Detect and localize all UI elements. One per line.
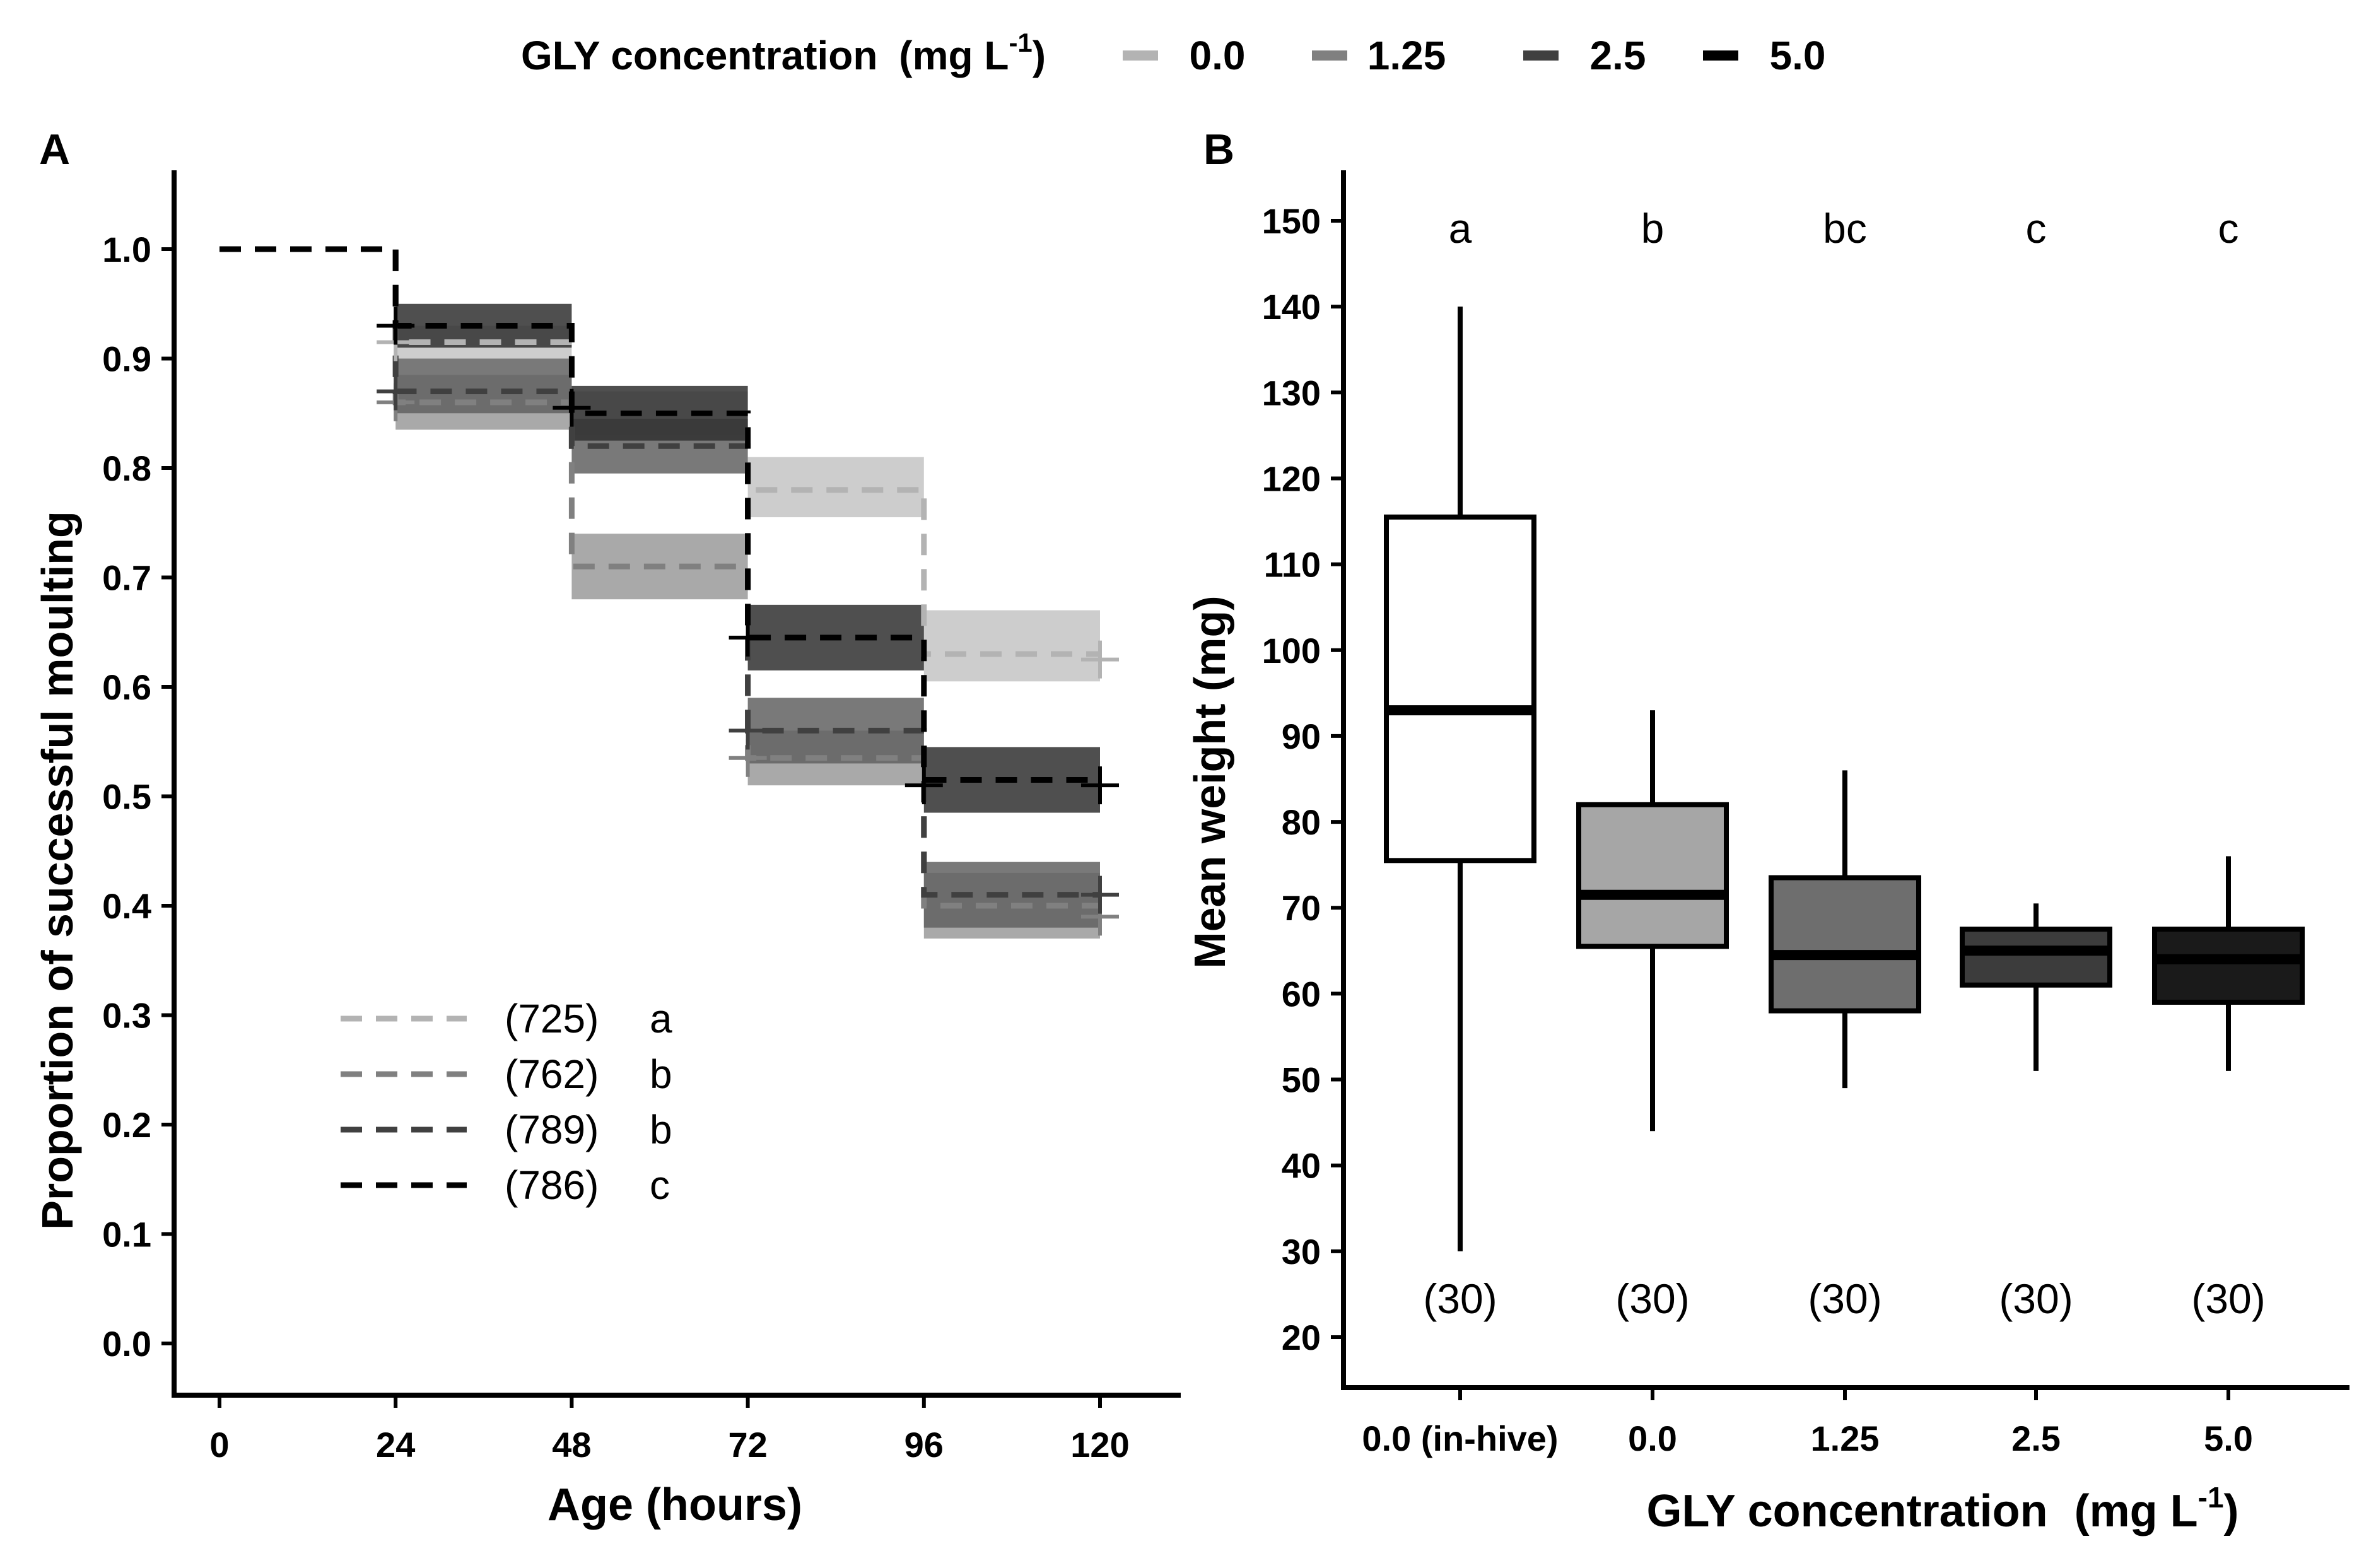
legend-label-3: 5.0 xyxy=(1770,33,1826,78)
annotations: a b bc c c (30) (30) (30) (30) (30) xyxy=(1423,205,2265,1322)
legend-n-1.25: (762) xyxy=(505,1051,599,1097)
x-axis-label-text: GLY concentration xyxy=(1646,1486,2047,1536)
panel-a-label: A xyxy=(39,126,70,173)
box-1 xyxy=(1576,802,1729,949)
y-tick-label-9: 0.9 xyxy=(102,339,151,379)
n-label-0: (30) xyxy=(1423,1275,1497,1322)
legend-label-0: 0.0 xyxy=(1190,33,1246,78)
x-tick-label-3: 2.5 xyxy=(2011,1419,2061,1458)
y-tick-label-7: 90 xyxy=(1282,717,1321,756)
panel-b-label: B xyxy=(1203,126,1234,173)
y-tick-label-10: 120 xyxy=(1262,459,1321,498)
x-tick-label-5: 120 xyxy=(1070,1425,1129,1465)
legend-n-2.5: (789) xyxy=(505,1107,599,1152)
ci-bands xyxy=(395,303,1100,939)
legend-label-2: 2.5 xyxy=(1590,33,1646,78)
y-tick-label-8: 0.8 xyxy=(102,448,151,488)
significance-letter-2: bc xyxy=(1823,205,1867,252)
x-axis-label-unit: (mg L xyxy=(2074,1486,2198,1536)
significance-letter-3: c xyxy=(2026,205,2047,252)
survival-line-2.5 xyxy=(219,246,1100,898)
top-legend: GLY concentration (mg L-1) 0.0 1.25 2.5 5.0 xyxy=(521,28,1825,78)
y-tick-label-3: 0.3 xyxy=(102,996,151,1036)
x-axis-label: Age (hours) xyxy=(547,1480,802,1530)
y-tick-label-3: 50 xyxy=(1282,1060,1321,1100)
legend-title-text: GLY concentration xyxy=(521,33,877,78)
legend-letter-5.0: c xyxy=(650,1162,670,1208)
legend-letter-0.0: a xyxy=(650,996,672,1041)
significance-letter-1: b xyxy=(1641,205,1665,252)
y-axis-label: Mean weight (mg) xyxy=(1185,595,1234,968)
x-tick-label-0: 0 xyxy=(209,1425,229,1465)
n-label-3: (30) xyxy=(1999,1275,2073,1322)
y-tick-label-11: 130 xyxy=(1262,373,1321,412)
y-tick-label-6: 80 xyxy=(1282,802,1321,842)
legend-n-5.0: (786) xyxy=(505,1162,599,1208)
legend-n-0.0: (725) xyxy=(505,996,599,1041)
y-axis-label: Proportion of successful moulting xyxy=(33,511,82,1229)
y-tick-label-5: 70 xyxy=(1282,888,1321,928)
axes: 0.0 0.1 0.2 0.3 0.4 0.5 0.6 0.7 0.8 0.9 1.0 0 24 48 72… xyxy=(102,170,1181,1465)
legend-title: GLY concentration (mg L-1) xyxy=(521,28,1046,78)
legend-items: 0.0 1.25 2.5 5.0 xyxy=(1123,33,1825,78)
y-tick-label-5: 0.5 xyxy=(102,777,151,817)
y-tick-label-4: 0.4 xyxy=(102,886,151,926)
y-tick-label-6: 0.6 xyxy=(102,667,151,707)
x-tick-label-1: 0.0 xyxy=(1628,1419,1677,1458)
x-tick-label-1: 24 xyxy=(376,1425,415,1465)
y-tick-label-2: 0.2 xyxy=(102,1105,151,1145)
legend-label-1: 1.25 xyxy=(1367,33,1446,78)
x-tick-label-3: 72 xyxy=(728,1425,767,1465)
censor-marks xyxy=(377,307,1119,936)
x-axis-label-close: ) xyxy=(2224,1486,2239,1536)
y-tick-label-8: 100 xyxy=(1262,631,1321,670)
y-tick-label-10: 1.0 xyxy=(102,230,151,269)
legend-title-sup: -1 xyxy=(1009,28,1032,57)
y-tick-label-2: 40 xyxy=(1282,1146,1321,1186)
box-4 xyxy=(2152,927,2305,1005)
x-axis-label: GLY concentration (mg L-1) xyxy=(1646,1481,2238,1536)
y-tick-label-4: 60 xyxy=(1282,974,1321,1014)
y-tick-label-0: 20 xyxy=(1282,1318,1321,1357)
x-tick-label-2: 1.25 xyxy=(1811,1419,1880,1458)
legend-title-unit: (mg L xyxy=(899,33,1009,78)
legend-letter-1.25: b xyxy=(650,1051,672,1097)
legend-title-close: ) xyxy=(1033,33,1046,78)
legend-letter-2.5: b xyxy=(650,1107,672,1152)
y-tick-label-1: 30 xyxy=(1282,1232,1321,1272)
significance-letter-4: c xyxy=(2218,205,2239,252)
panel-a-legend: (725) a (762) b (789) b (786) c xyxy=(341,996,672,1208)
y-tick-label-0: 0.0 xyxy=(102,1324,151,1364)
y-tick-label-1: 0.1 xyxy=(102,1215,151,1255)
box-2 xyxy=(1769,875,1921,1014)
x-tick-label-2: 48 xyxy=(552,1425,591,1465)
box-0 xyxy=(1384,514,1536,863)
n-label-4: (30) xyxy=(2191,1275,2265,1322)
boxplots xyxy=(1384,307,2305,1251)
axes: 20 30 40 50 60 70 80 90 100 110 120 130 140 150 0.0 (i… xyxy=(1262,170,2349,1458)
y-tick-label-9: 110 xyxy=(1264,545,1321,585)
y-tick-label-12: 140 xyxy=(1262,287,1321,327)
x-axis-label-sup: -1 xyxy=(2198,1481,2224,1514)
box-3 xyxy=(1960,927,2112,988)
panel-a: A 0.0 0.1 0.2 0.3 0.4 0.5 0.6 0.7 0.8 0.9 1.0 0 24 48… xyxy=(33,126,1181,1530)
n-label-2: (30) xyxy=(1808,1275,1881,1322)
survival-line-5.0 xyxy=(219,246,1100,783)
y-tick-label-13: 150 xyxy=(1262,201,1321,241)
significance-letter-0: a xyxy=(1449,205,1472,252)
x-tick-label-0: 0.0 (in-hive) xyxy=(1362,1419,1558,1458)
x-tick-label-4: 96 xyxy=(904,1425,944,1465)
y-tick-label-7: 0.7 xyxy=(102,558,151,598)
n-label-1: (30) xyxy=(1615,1275,1689,1322)
ci-band-0.0-3 xyxy=(923,610,1100,682)
x-tick-label-4: 5.0 xyxy=(2204,1419,2253,1458)
panel-b: B 20 30 40 50 60 70 80 90 100 110 120 130 140 150 0.0 … xyxy=(1185,126,2349,1536)
